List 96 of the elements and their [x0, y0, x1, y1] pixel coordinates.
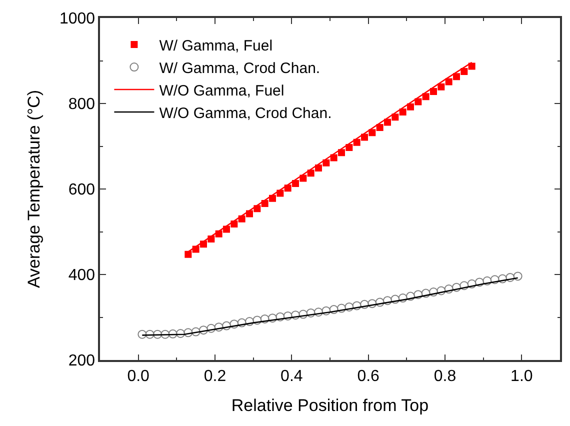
legend-label: W/ Gamma, Crod Chan. [159, 60, 320, 77]
point [375, 298, 384, 307]
point [300, 174, 307, 182]
point [376, 124, 384, 131]
point [291, 310, 300, 320]
point [399, 108, 406, 116]
point [145, 330, 154, 339]
point [191, 327, 200, 336]
point [206, 324, 216, 333]
point [168, 329, 178, 338]
point [414, 98, 422, 106]
point [453, 73, 460, 80]
point [445, 78, 452, 86]
point [184, 250, 192, 258]
point [261, 200, 268, 208]
point [344, 302, 354, 312]
point [361, 134, 368, 141]
point [338, 149, 345, 156]
point [422, 93, 430, 100]
point [314, 308, 323, 317]
point [467, 279, 476, 288]
point [214, 322, 224, 332]
point [368, 299, 377, 308]
point [176, 329, 185, 338]
point [452, 282, 461, 292]
y-tick-label: 400 [68, 267, 96, 284]
point [392, 114, 399, 121]
point [407, 103, 414, 110]
point [260, 314, 270, 324]
point [160, 330, 170, 339]
point [513, 272, 522, 281]
point [245, 317, 254, 326]
point [353, 138, 360, 146]
point [460, 281, 469, 290]
point [506, 272, 515, 282]
y-tick-label: 200 [68, 352, 96, 370]
point [306, 308, 316, 318]
point [360, 300, 369, 309]
point [383, 296, 392, 306]
y-tick-label: 800 [68, 96, 96, 114]
point [429, 288, 438, 297]
y-tick-label: 600 [68, 182, 96, 199]
x-tick-label: 0.2 [204, 368, 226, 385]
point [406, 292, 415, 301]
point [315, 164, 322, 172]
point [222, 321, 231, 330]
point [468, 62, 476, 70]
point [298, 310, 308, 319]
point [460, 68, 468, 75]
point [475, 278, 484, 287]
point [430, 88, 437, 96]
point [268, 314, 277, 323]
point [444, 284, 454, 294]
point [322, 159, 330, 166]
point [284, 184, 292, 192]
x-tick-label: 0.8 [434, 368, 456, 385]
point [283, 311, 292, 320]
legend-label: W/O Gamma, Crod Chan. [159, 104, 332, 122]
point [138, 330, 147, 339]
legend-label: W/O Gamma, Fuel [159, 82, 284, 100]
point [246, 210, 253, 218]
x-tick-label: 0.4 [280, 368, 303, 385]
y-axis-title: Average Temperature (°C) [24, 90, 44, 288]
y-tick-label: 1000 [59, 10, 96, 28]
point [490, 275, 500, 284]
point [438, 83, 445, 90]
point [421, 288, 430, 298]
point [436, 286, 446, 296]
point [368, 129, 376, 136]
point [384, 118, 391, 126]
point [398, 294, 408, 303]
point [153, 330, 162, 339]
point [329, 305, 338, 314]
point [199, 326, 208, 335]
point [276, 190, 284, 197]
point [498, 274, 507, 284]
point [184, 328, 193, 338]
x-axis-title: Relative Position from Top [231, 396, 429, 415]
point [337, 304, 346, 313]
point [252, 316, 262, 325]
point [322, 306, 331, 316]
point [237, 318, 246, 328]
point [482, 276, 492, 286]
x-tick-label: 0.6 [357, 368, 380, 385]
legend-label: W/ Gamma, Fuel [159, 37, 273, 54]
x-tick-label: 1.0 [510, 368, 533, 385]
x-tick-label: 0.0 [127, 368, 150, 385]
point [414, 290, 423, 300]
point [352, 301, 362, 310]
point [330, 154, 338, 162]
point [276, 312, 285, 322]
point [230, 320, 239, 329]
point [292, 180, 299, 187]
point [307, 170, 314, 177]
point [390, 294, 400, 304]
point [346, 144, 353, 152]
